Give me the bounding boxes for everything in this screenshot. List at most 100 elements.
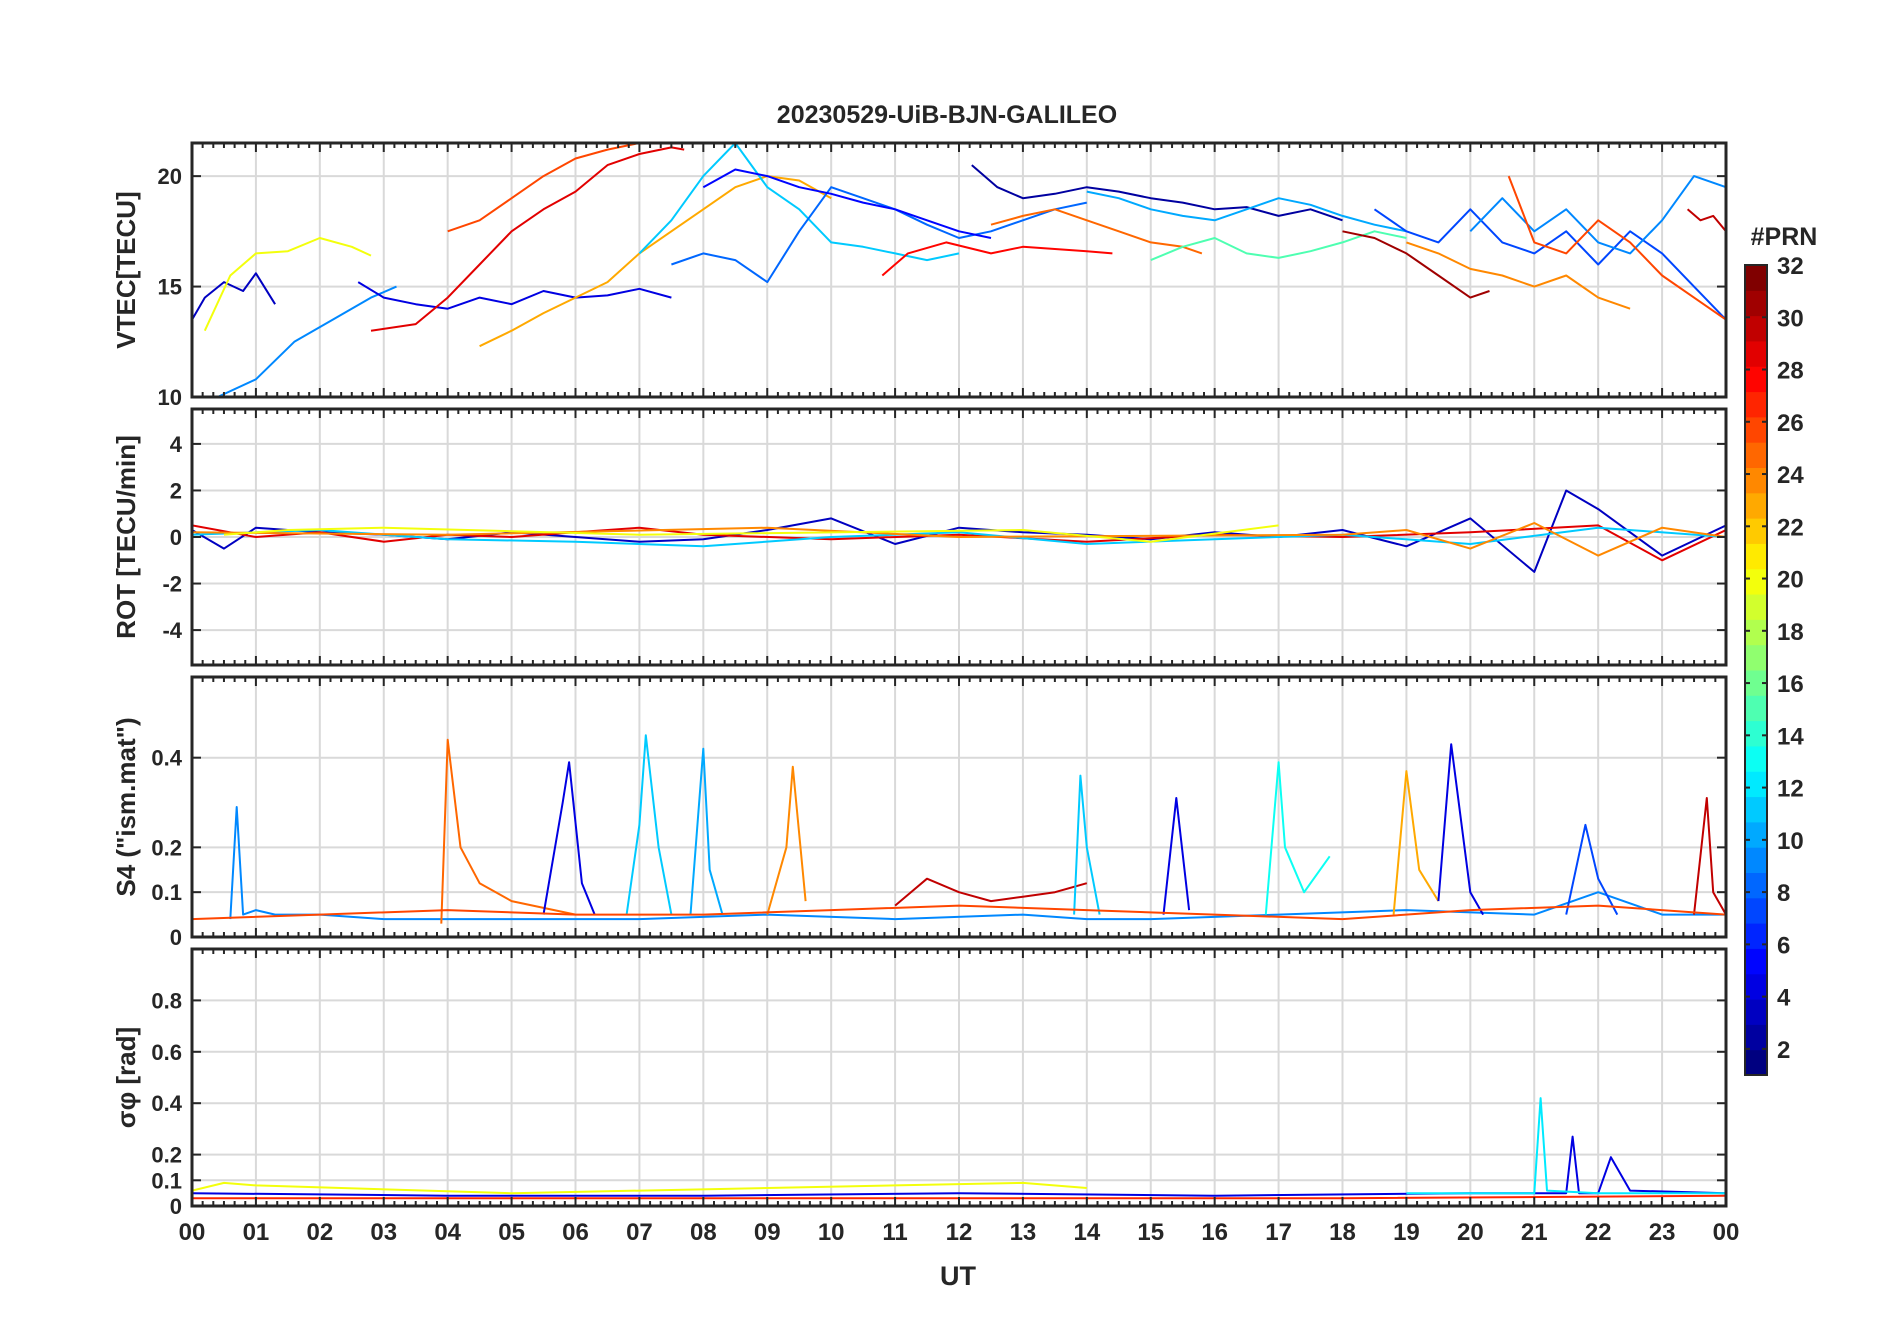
colorbar-tick-label: 16: [1777, 671, 1804, 698]
rot-y-tick-label: 0: [170, 525, 182, 550]
chart-title: 20230529-UiB-BJN-GALILEO: [777, 101, 1117, 129]
vtec-series-prn-4: [357, 281, 672, 310]
sigma-series-prn-20: [192, 1181, 1087, 1195]
vtec-series-prn-24: [1406, 241, 1631, 310]
colorbar-segment: [1745, 340, 1767, 367]
x-tick-label: 04: [434, 1219, 461, 1246]
rot-y-tick-label: -4: [162, 618, 182, 643]
colorbar-segment: [1745, 594, 1767, 620]
s4-series-prn-10: [689, 747, 724, 915]
x-tick-label: 18: [1329, 1219, 1356, 1246]
sigma-y-tick-label: 0.1: [151, 1168, 182, 1193]
s4-y-tick-label: 0.1: [151, 880, 182, 905]
x-tick-label: 17: [1265, 1219, 1292, 1246]
vtec-series-prn-31: [1342, 230, 1490, 299]
rot-series-prn-11: [192, 526, 1726, 548]
vtec-series-prn-26: [447, 143, 640, 233]
colorbar-segment: [1745, 265, 1767, 291]
vtec-series-prn-20: [203, 237, 372, 332]
colorbar-segment: [1745, 973, 1767, 1000]
colorbar-segment: [1745, 670, 1767, 696]
colorbar-segment: [1745, 821, 1767, 848]
s4-series-prn-4: [1437, 743, 1484, 916]
colorbar-segment: [1745, 366, 1767, 393]
s4-series-prn-30: [1693, 797, 1726, 916]
vtec-series-prn-7: [1373, 208, 1726, 321]
colorbar-segment: [1745, 923, 1767, 949]
colorbar-segment: [1745, 745, 1767, 772]
vtec-series-prn-30: [1686, 208, 1726, 232]
colorbar-tick-label: 18: [1777, 619, 1804, 646]
x-tick-label: 12: [946, 1219, 973, 1246]
colorbar-segment: [1745, 290, 1767, 317]
colorbar-tick-label: 10: [1777, 828, 1804, 855]
colorbar-tick-label: 12: [1777, 776, 1804, 803]
x-tick-label: 23: [1649, 1219, 1676, 1246]
colorbar-segment: [1745, 442, 1767, 468]
colorbar-segment: [1745, 948, 1767, 975]
colorbar-tick-label: 8: [1777, 880, 1790, 907]
vtec-series-prn-9: [217, 285, 397, 397]
colorbar-segment: [1745, 568, 1767, 595]
colorbar-segment: [1745, 1049, 1767, 1076]
rot-y-tick-label: 4: [170, 432, 183, 457]
colorbar-segment: [1745, 720, 1767, 747]
s4-series-prn-26: [192, 904, 1726, 921]
s4-series-prn-13: [1264, 761, 1331, 915]
sigma-axes-frame: [190, 947, 1728, 1208]
vtec-series-prn-23: [479, 175, 832, 348]
x-tick-label: 09: [754, 1219, 781, 1246]
colorbar-tick-label: 28: [1777, 358, 1804, 385]
colorbar-tick-label: 32: [1777, 253, 1804, 280]
vtec-series-prn-8: [671, 186, 1088, 284]
sigma-y-axis-label: σφ [rad]: [111, 1027, 141, 1128]
colorbar-tick-label: 14: [1777, 723, 1804, 750]
x-tick-label: 00: [179, 1219, 206, 1246]
vtec-series-prn-25: [990, 208, 1203, 255]
sigma-y-tick-label: 0: [170, 1194, 182, 1219]
vtec-y-tick-label: 15: [158, 275, 182, 300]
sigma-y-tick-label: 0.6: [151, 1040, 182, 1065]
colorbar-segment: [1745, 796, 1767, 823]
colorbar-segment: [1745, 619, 1767, 646]
colorbar-segment: [1745, 391, 1767, 418]
s4-y-axis-label: S4 ("ism.mat"): [111, 717, 141, 896]
rot-y-tick-label: 2: [170, 478, 182, 503]
x-tick-label: 14: [1073, 1219, 1100, 1246]
colorbar-segment: [1745, 1024, 1767, 1051]
vtec-series-prn-29: [370, 146, 685, 332]
s4-series-prn-23: [1392, 770, 1440, 915]
rot-series-prn-20: [223, 524, 1279, 543]
x-tick-label: 08: [690, 1219, 717, 1246]
x-tick-label: 03: [370, 1219, 397, 1246]
x-tick-label: 11: [882, 1219, 907, 1246]
s4-series-prn-24: [766, 765, 807, 915]
s4-series-prn-4: [542, 761, 596, 915]
x-tick-label: 10: [818, 1219, 845, 1246]
colorbar-segment: [1745, 847, 1767, 873]
colorbar-tick-label: 4: [1777, 985, 1791, 1012]
s4-series-prn-11: [625, 734, 673, 915]
sigma-series-prn-12: [1406, 1097, 1726, 1195]
colorbar-tick-label: 26: [1777, 410, 1804, 437]
vtec-series-prn-28: [881, 241, 1113, 277]
rot-series-prn-24: [192, 522, 1726, 557]
x-tick-label: 15: [1137, 1219, 1164, 1246]
vtec-series-group: [192, 143, 1726, 397]
colorbar-label: #PRN: [1751, 223, 1818, 251]
x-tick-label: 19: [1393, 1219, 1420, 1246]
colorbar-tick-label: 24: [1777, 462, 1804, 489]
colorbar-tick-label: 6: [1777, 932, 1790, 959]
colorbar-tick-label: 22: [1777, 514, 1804, 541]
s4-series-group: [192, 734, 1726, 924]
sigma-series-prn-4: [192, 1135, 1726, 1197]
s4-series-prn-4: [1162, 797, 1191, 915]
sigma-y-tick-label: 0.8: [151, 988, 182, 1013]
vtec-y-tick-label: 20: [158, 164, 182, 189]
s4-y-tick-label: 0.2: [151, 835, 182, 860]
rot-y-tick-label: -2: [162, 572, 182, 597]
sigma-y-tick-label: 0.2: [151, 1143, 182, 1168]
colorbar-segment: [1745, 315, 1767, 342]
x-tick-label: 16: [1201, 1219, 1228, 1246]
